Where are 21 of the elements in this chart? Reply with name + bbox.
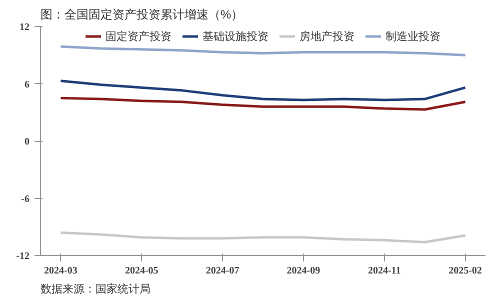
x-tick-label: 2024-11 <box>368 266 401 276</box>
y-tick-label: -12 <box>16 251 30 262</box>
x-tick-label: 2024-05 <box>124 266 158 276</box>
line-series <box>59 96 467 111</box>
line-series <box>59 45 467 56</box>
legend-label: 固定资产投资 <box>106 30 172 44</box>
line-series <box>59 231 467 244</box>
legend-label: 制造业投资 <box>386 30 440 44</box>
x-tick-label: 2024-03 <box>44 266 78 276</box>
x-tick-label: 2025-02 <box>448 266 482 276</box>
line-series <box>59 80 467 102</box>
x-tick-label: 2024-09 <box>286 266 320 276</box>
y-tick-label: 0 <box>24 136 30 148</box>
source-note: 数据来源：国家统计局 <box>40 282 150 296</box>
x-tick-label: 2024-07 <box>206 266 240 276</box>
y-tick-label: -6 <box>21 194 30 205</box>
y-tick-label: 6 <box>24 79 30 90</box>
legend-label: 房地产投资 <box>300 30 354 44</box>
legend-label: 基础设施投资 <box>202 30 268 44</box>
y-tick-label: 12 <box>20 22 30 33</box>
chart-title: 图：全国固定资产投资累计增速（%） <box>40 8 244 22</box>
